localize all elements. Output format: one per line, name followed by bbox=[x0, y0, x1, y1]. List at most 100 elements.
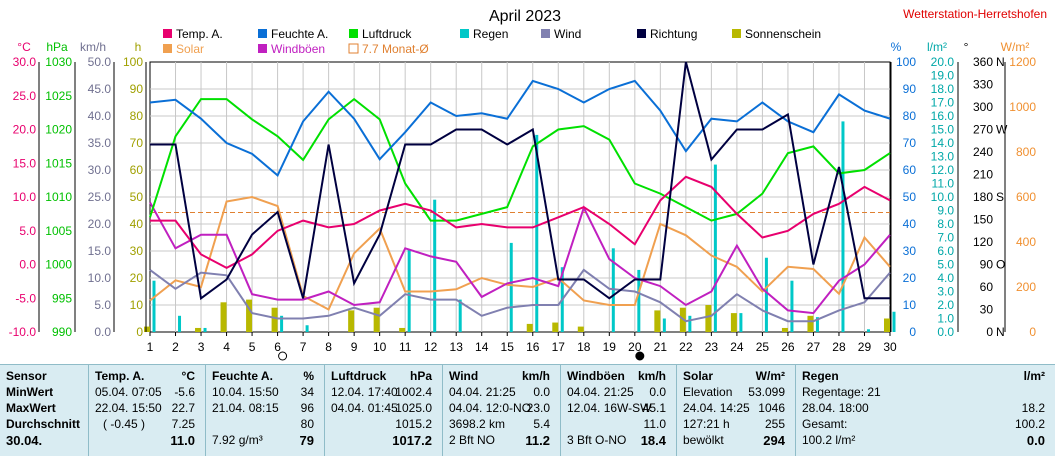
x-tick-label: 17 bbox=[552, 340, 566, 354]
stats-cell-info: Regentage: 21 bbox=[802, 385, 881, 399]
tick-label-humidity: 70 bbox=[903, 136, 917, 150]
stats-cell-info: 2 Bft NO bbox=[449, 433, 496, 447]
x-tick-label: 20 bbox=[628, 340, 642, 354]
sunshine-bar bbox=[807, 315, 814, 332]
tick-label-solar: 0 bbox=[1029, 325, 1036, 339]
tick-label-wind: 15.0 bbox=[88, 244, 112, 258]
stats-cell-value: 22.7 bbox=[171, 401, 195, 415]
tick-label-rain: 6.0 bbox=[937, 244, 954, 258]
legend-swatch bbox=[460, 29, 469, 38]
tick-label-sun: 90 bbox=[130, 82, 144, 96]
stats-cell-value: 100.2 bbox=[1014, 417, 1045, 431]
axis-unit-wind: km/h bbox=[80, 40, 106, 54]
tick-label-solar: 1200 bbox=[1009, 55, 1036, 69]
rain-bar bbox=[305, 325, 309, 332]
x-tick-label: 5 bbox=[249, 340, 256, 354]
legend-label: Solar bbox=[176, 42, 204, 56]
stats-cell-info: Gesamt: bbox=[802, 417, 848, 431]
stats-cell-value: 294 bbox=[763, 433, 785, 448]
tick-label-pressure: 995 bbox=[52, 291, 72, 305]
x-tick-label: 29 bbox=[858, 340, 872, 354]
stats-cell-row: 10.04. 15:50 34 bbox=[206, 385, 324, 401]
sunshine-bar bbox=[781, 327, 788, 332]
stats-cell-info: 24.04. 14:25 bbox=[683, 401, 750, 415]
stats-cell-value: 1015.2 bbox=[395, 417, 432, 431]
rain-bar bbox=[866, 329, 870, 332]
stats-cell-row: 11.0 bbox=[89, 433, 205, 449]
stats-cell-info: 04.04. 21:25 bbox=[449, 385, 516, 399]
stats-cell-row: 12.04. 16W-SW 45.1 bbox=[561, 401, 676, 417]
stats-column-unit: W/m² bbox=[755, 369, 785, 383]
rain-bar bbox=[178, 315, 182, 332]
sunshine-bar bbox=[654, 310, 661, 332]
stats-cell-info: 04.04. 21:25 bbox=[567, 385, 634, 399]
stats-cell-value: 34 bbox=[300, 385, 314, 399]
sunshine-bar bbox=[577, 326, 584, 332]
tick-label-direction: 90 bbox=[980, 258, 994, 272]
tick-label-direction: 360 bbox=[973, 55, 993, 69]
series-windb-en bbox=[149, 201, 891, 315]
series-temp-a- bbox=[150, 175, 891, 270]
tick-label-rain: 15.0 bbox=[931, 123, 955, 137]
stats-column-header: Solar W/m² bbox=[677, 369, 795, 385]
axis-unit-temp: °C bbox=[17, 40, 31, 54]
tick-label-sun: 40 bbox=[130, 217, 144, 231]
legend-swatch bbox=[348, 43, 359, 54]
stats-column-unit: °C bbox=[181, 369, 195, 383]
legend-swatch bbox=[163, 44, 172, 53]
series-wind bbox=[149, 268, 891, 323]
rain-bar bbox=[892, 311, 896, 332]
tick-label-solar: 1000 bbox=[1009, 100, 1036, 114]
tick-label-pressure: 1020 bbox=[45, 123, 72, 137]
stats-cell-row: Regentage: 21 bbox=[796, 385, 1055, 401]
stats-cell-row: 100.2 l/m² 0.0 bbox=[796, 433, 1055, 449]
stats-cell-info: Elevation bbox=[683, 385, 733, 399]
stats-cell-row: bewölkt 294 bbox=[677, 433, 795, 449]
legend-label: Temp. A. bbox=[176, 27, 223, 41]
rain-bar bbox=[841, 121, 845, 333]
x-tick-label: 19 bbox=[603, 340, 617, 354]
stats-row-label: Sensor bbox=[0, 369, 88, 385]
tick-label-pressure: 1015 bbox=[45, 156, 72, 170]
tick-label-solar: 400 bbox=[1016, 235, 1036, 249]
tick-label-pressure: 990 bbox=[52, 325, 72, 339]
stats-column: Temp. A. °C 05.04. 07:05 -5.6 22.04. 15:50 22… bbox=[88, 365, 205, 456]
stats-cell-row: 04.04. 21:25 0.0 bbox=[443, 385, 560, 401]
x-tick-label: 9 bbox=[351, 340, 358, 354]
stats-cell-info: 127:21 h bbox=[683, 417, 730, 431]
sunshine-bar bbox=[373, 307, 380, 332]
axes: 30.025.020.015.010.05.00.0-5.0-10.010301… bbox=[9, 40, 1036, 361]
tick-label-pressure: 1000 bbox=[45, 258, 72, 272]
x-tick-label: 8 bbox=[325, 340, 332, 354]
tick-label-wind: 45.0 bbox=[88, 82, 112, 96]
stats-cell-info: 12.04. 17:40 bbox=[331, 385, 398, 399]
stats-cell-row: 28.04. 18:00 18.2 bbox=[796, 401, 1055, 417]
sunshine-bar bbox=[246, 299, 253, 332]
legend-label: Feuchte A. bbox=[271, 27, 328, 41]
stats-cell-info: bewölkt bbox=[683, 433, 724, 447]
stats-cell-info: 12.04. 16W-SW bbox=[567, 401, 652, 415]
x-tick-label: 27 bbox=[807, 340, 821, 354]
stats-column-unit: l/m² bbox=[1023, 369, 1045, 383]
legend-label: Sonnenschein bbox=[745, 27, 821, 41]
sunshine-bar bbox=[195, 327, 202, 332]
tick-label-wind: 50.0 bbox=[88, 55, 112, 69]
x-tick-label: 14 bbox=[475, 340, 489, 354]
stats-cell-value: 0.0 bbox=[1026, 433, 1045, 448]
legend-swatch bbox=[732, 29, 741, 38]
chart-title: April 2023 bbox=[489, 8, 561, 25]
tick-label-sun: 100 bbox=[123, 55, 143, 69]
tick-label-rain: 20.0 bbox=[931, 55, 955, 69]
tick-label-pressure: 1030 bbox=[45, 55, 72, 69]
tick-label-rain: 5.0 bbox=[937, 258, 954, 272]
stats-column: Wind km/h 04.04. 21:25 0.0 04.04. 12:0-NO 23.… bbox=[442, 365, 560, 456]
tick-label-direction: 300 bbox=[973, 100, 993, 114]
stats-cell-row: Elevation 53.099 bbox=[677, 385, 795, 401]
legend-label: 7.7 Monat-Ø bbox=[362, 42, 429, 56]
rain-bar bbox=[764, 257, 768, 332]
sunshine-bar bbox=[220, 302, 227, 332]
rain-bar bbox=[280, 315, 284, 332]
stats-cell-info: 21.04. 08:15 bbox=[212, 401, 279, 415]
stats-cell-value: 1017.2 bbox=[392, 433, 432, 448]
tick-label-rain: 7.0 bbox=[937, 231, 954, 245]
